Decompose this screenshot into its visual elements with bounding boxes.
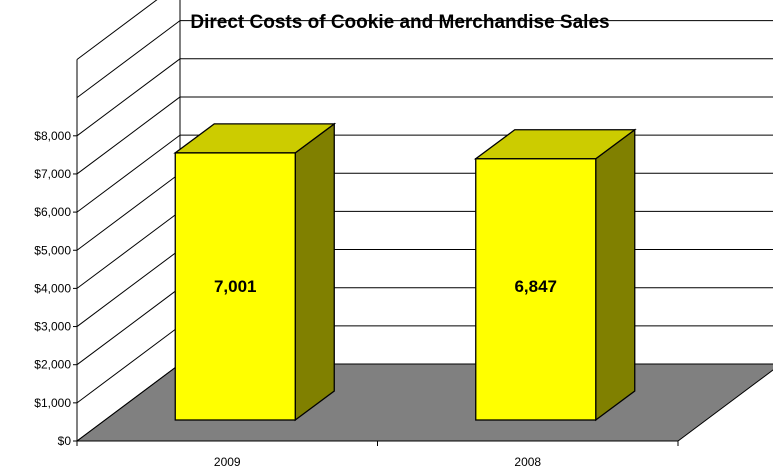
side-gridline — [76, 325, 181, 404]
y-axis-ticks: $0 $1,000 $2,000 $3,000 $4,000 $5,000 $6,000 $7… — [34, 129, 77, 448]
bars — [173, 122, 637, 422]
y-tick-label: $1,000 — [34, 396, 71, 410]
bar — [473, 128, 637, 422]
bar-side — [595, 128, 636, 422]
side-gridline — [76, 96, 181, 175]
x-tick-label: 2009 — [214, 455, 241, 469]
y-tick-label: $0 — [58, 434, 72, 448]
side-gridline — [76, 20, 181, 99]
bar — [173, 122, 337, 422]
y-tick-label: $6,000 — [34, 205, 71, 219]
side-gridline — [76, 287, 181, 366]
data-label: 7,001 — [214, 277, 257, 296]
side-gridline — [76, 134, 181, 213]
chart-title: Direct Costs of Cookie and Merchandise S… — [190, 12, 609, 33]
data-labels: 7,001 6,847 — [214, 277, 557, 296]
side-gridline — [76, 0, 158, 60]
y-tick-label: $3,000 — [34, 320, 71, 334]
data-label: 6,847 — [514, 277, 557, 296]
y-tick-label: $5,000 — [34, 243, 71, 257]
y-tick-label: $4,000 — [34, 281, 71, 295]
y-tick-label: $2,000 — [34, 358, 71, 372]
side-gridline — [76, 58, 181, 137]
bar-front — [174, 152, 296, 421]
side-gridline — [76, 172, 181, 251]
bar-side — [294, 122, 335, 422]
x-axis-ticks: 2009 2008 — [76, 441, 679, 469]
side-gridline — [76, 363, 181, 442]
y-tick-label: $7,000 — [34, 167, 71, 181]
y-tick-label: $8,000 — [34, 129, 71, 143]
side-gridline — [76, 210, 181, 289]
side-gridline — [76, 249, 181, 327]
x-tick-label: 2008 — [514, 455, 541, 469]
bar-front — [475, 158, 597, 421]
